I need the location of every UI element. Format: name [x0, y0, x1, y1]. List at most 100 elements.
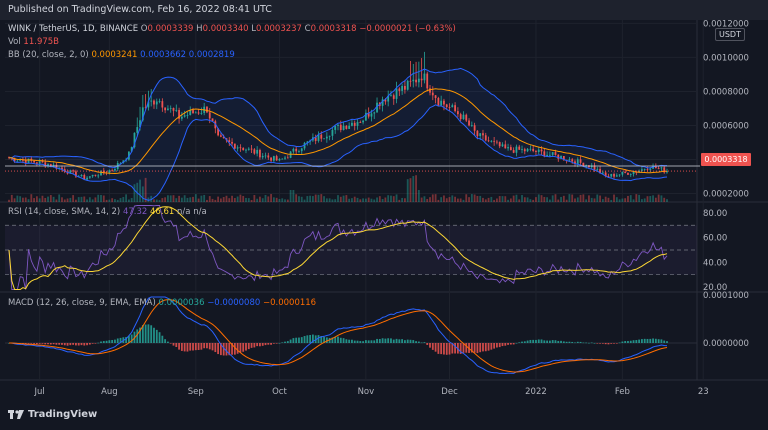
- volume-bar: [247, 198, 250, 202]
- volume-bar: [641, 199, 643, 202]
- macd-histogram-bar: [404, 340, 406, 343]
- macd-histogram-bar: [537, 339, 540, 343]
- macd-histogram-bar: [607, 343, 610, 345]
- volume-bar: [10, 194, 13, 202]
- volume-bar: [554, 194, 557, 202]
- macd-histogram-bar: [314, 335, 317, 343]
- volume-legend[interactable]: Vol 11.975B: [8, 37, 59, 48]
- candlestick-series: [8, 51, 668, 181]
- macd-histogram-bar: [86, 343, 88, 346]
- macd-histogram-bar: [431, 343, 434, 350]
- macd-histogram-bar: [663, 340, 666, 343]
- change-value: −0.0000021 (−0.63%): [359, 24, 456, 34]
- macd-histogram-bar: [153, 327, 155, 343]
- volume-bar: [601, 199, 604, 202]
- macd-histogram-bar: [345, 339, 348, 343]
- volume-bar: [412, 176, 415, 202]
- volume-bar: [211, 198, 214, 202]
- macd-signal-value: −0.0000116: [262, 298, 317, 308]
- volume-bar: [105, 199, 108, 202]
- volume-bar: [652, 195, 654, 202]
- macd-histogram-bar: [568, 341, 571, 343]
- volume-bar: [77, 197, 80, 202]
- currency-label[interactable]: USDT: [715, 28, 745, 41]
- candle-body: [298, 151, 300, 152]
- candle-body: [306, 141, 309, 143]
- volume-bar: [13, 198, 16, 202]
- candle-body: [334, 125, 337, 130]
- volume-bar: [345, 195, 348, 202]
- candle-body: [574, 161, 576, 165]
- volume-bar: [295, 194, 298, 202]
- macd-histogram-bar: [526, 340, 529, 343]
- macd-histogram-bar: [515, 342, 518, 344]
- volume-bar: [320, 194, 323, 202]
- candle-body: [535, 150, 537, 152]
- macd-histogram-bar: [197, 343, 200, 350]
- macd-histogram-bar: [521, 341, 523, 343]
- volume-bar: [596, 194, 599, 202]
- candle-body: [526, 148, 529, 152]
- volume-bar: [448, 197, 451, 202]
- candle-body: [242, 148, 245, 151]
- candle-body: [613, 174, 615, 177]
- volume-bar: [228, 198, 231, 202]
- volume-bar: [487, 197, 490, 202]
- rsi-tick-label: 80.00: [703, 209, 727, 219]
- volume-bar: [627, 195, 629, 202]
- volume-bar: [431, 194, 434, 202]
- volume-bar: [225, 195, 228, 202]
- macd-histogram-bar: [164, 339, 167, 343]
- macd-histogram-bar: [643, 338, 646, 343]
- tradingview-logo[interactable]: TradingView: [8, 409, 97, 420]
- volume-bar: [490, 196, 493, 202]
- macd-histogram-bar: [395, 338, 398, 343]
- volume-bar: [373, 199, 376, 202]
- candle-body: [384, 99, 387, 102]
- price-tick-label: 0.0008000: [703, 87, 749, 97]
- candle-body: [72, 170, 75, 172]
- candle-body: [24, 160, 27, 164]
- symbol-legend[interactable]: WINK / TetherUS, 1D, BINANCE O0.0003339 …: [8, 24, 456, 35]
- candle-body: [509, 147, 512, 151]
- candle-body: [593, 165, 596, 170]
- candle-body: [278, 158, 281, 161]
- volume-bar: [303, 199, 306, 202]
- candle-body: [183, 115, 186, 117]
- rsi-legend[interactable]: RSI (14, close, SMA, 14, 2) 47.32 46.61 …: [8, 207, 207, 218]
- macd-histogram-bar: [49, 343, 52, 345]
- macd-histogram-bar: [77, 343, 80, 346]
- macd-histogram-bar: [543, 340, 546, 343]
- candle-body: [356, 122, 359, 126]
- volume-bar: [353, 196, 356, 202]
- macd-legend[interactable]: MACD (12, 26, close, 9, EMA, EMA) 0.0000…: [8, 298, 316, 309]
- candle-body: [445, 104, 448, 108]
- macd-histogram-bar: [610, 343, 613, 344]
- candle-body: [643, 169, 646, 171]
- macd-histogram-bar: [641, 339, 643, 343]
- macd-line: [9, 296, 668, 375]
- candle-body: [493, 140, 496, 142]
- candle-body: [532, 148, 535, 151]
- macd-histogram-bar: [429, 343, 431, 348]
- macd-histogram-bar: [41, 343, 44, 344]
- candle-body: [353, 122, 356, 126]
- macd-histogram-bar: [615, 343, 618, 344]
- macd-histogram-bar: [348, 339, 351, 343]
- macd-histogram-bar: [105, 340, 108, 343]
- candle-body: [398, 88, 401, 91]
- macd-histogram-bar: [370, 340, 373, 343]
- macd-histogram-bar: [30, 343, 33, 344]
- macd-histogram-bar: [217, 343, 220, 355]
- macd-histogram-bar: [264, 343, 267, 346]
- candle-body: [554, 152, 557, 155]
- symbol-name: WINK / TetherUS, 1D, BINANCE: [8, 24, 139, 34]
- candle-body: [443, 100, 445, 105]
- bb-legend[interactable]: BB (20, close, 2, 0) 0.0003241 0.0003662…: [8, 50, 235, 61]
- volume-bar: [122, 197, 125, 202]
- macd-histogram-bar: [451, 343, 454, 354]
- macd-histogram-bar: [116, 338, 119, 343]
- candle-body: [431, 92, 434, 96]
- volume-bar: [253, 195, 256, 202]
